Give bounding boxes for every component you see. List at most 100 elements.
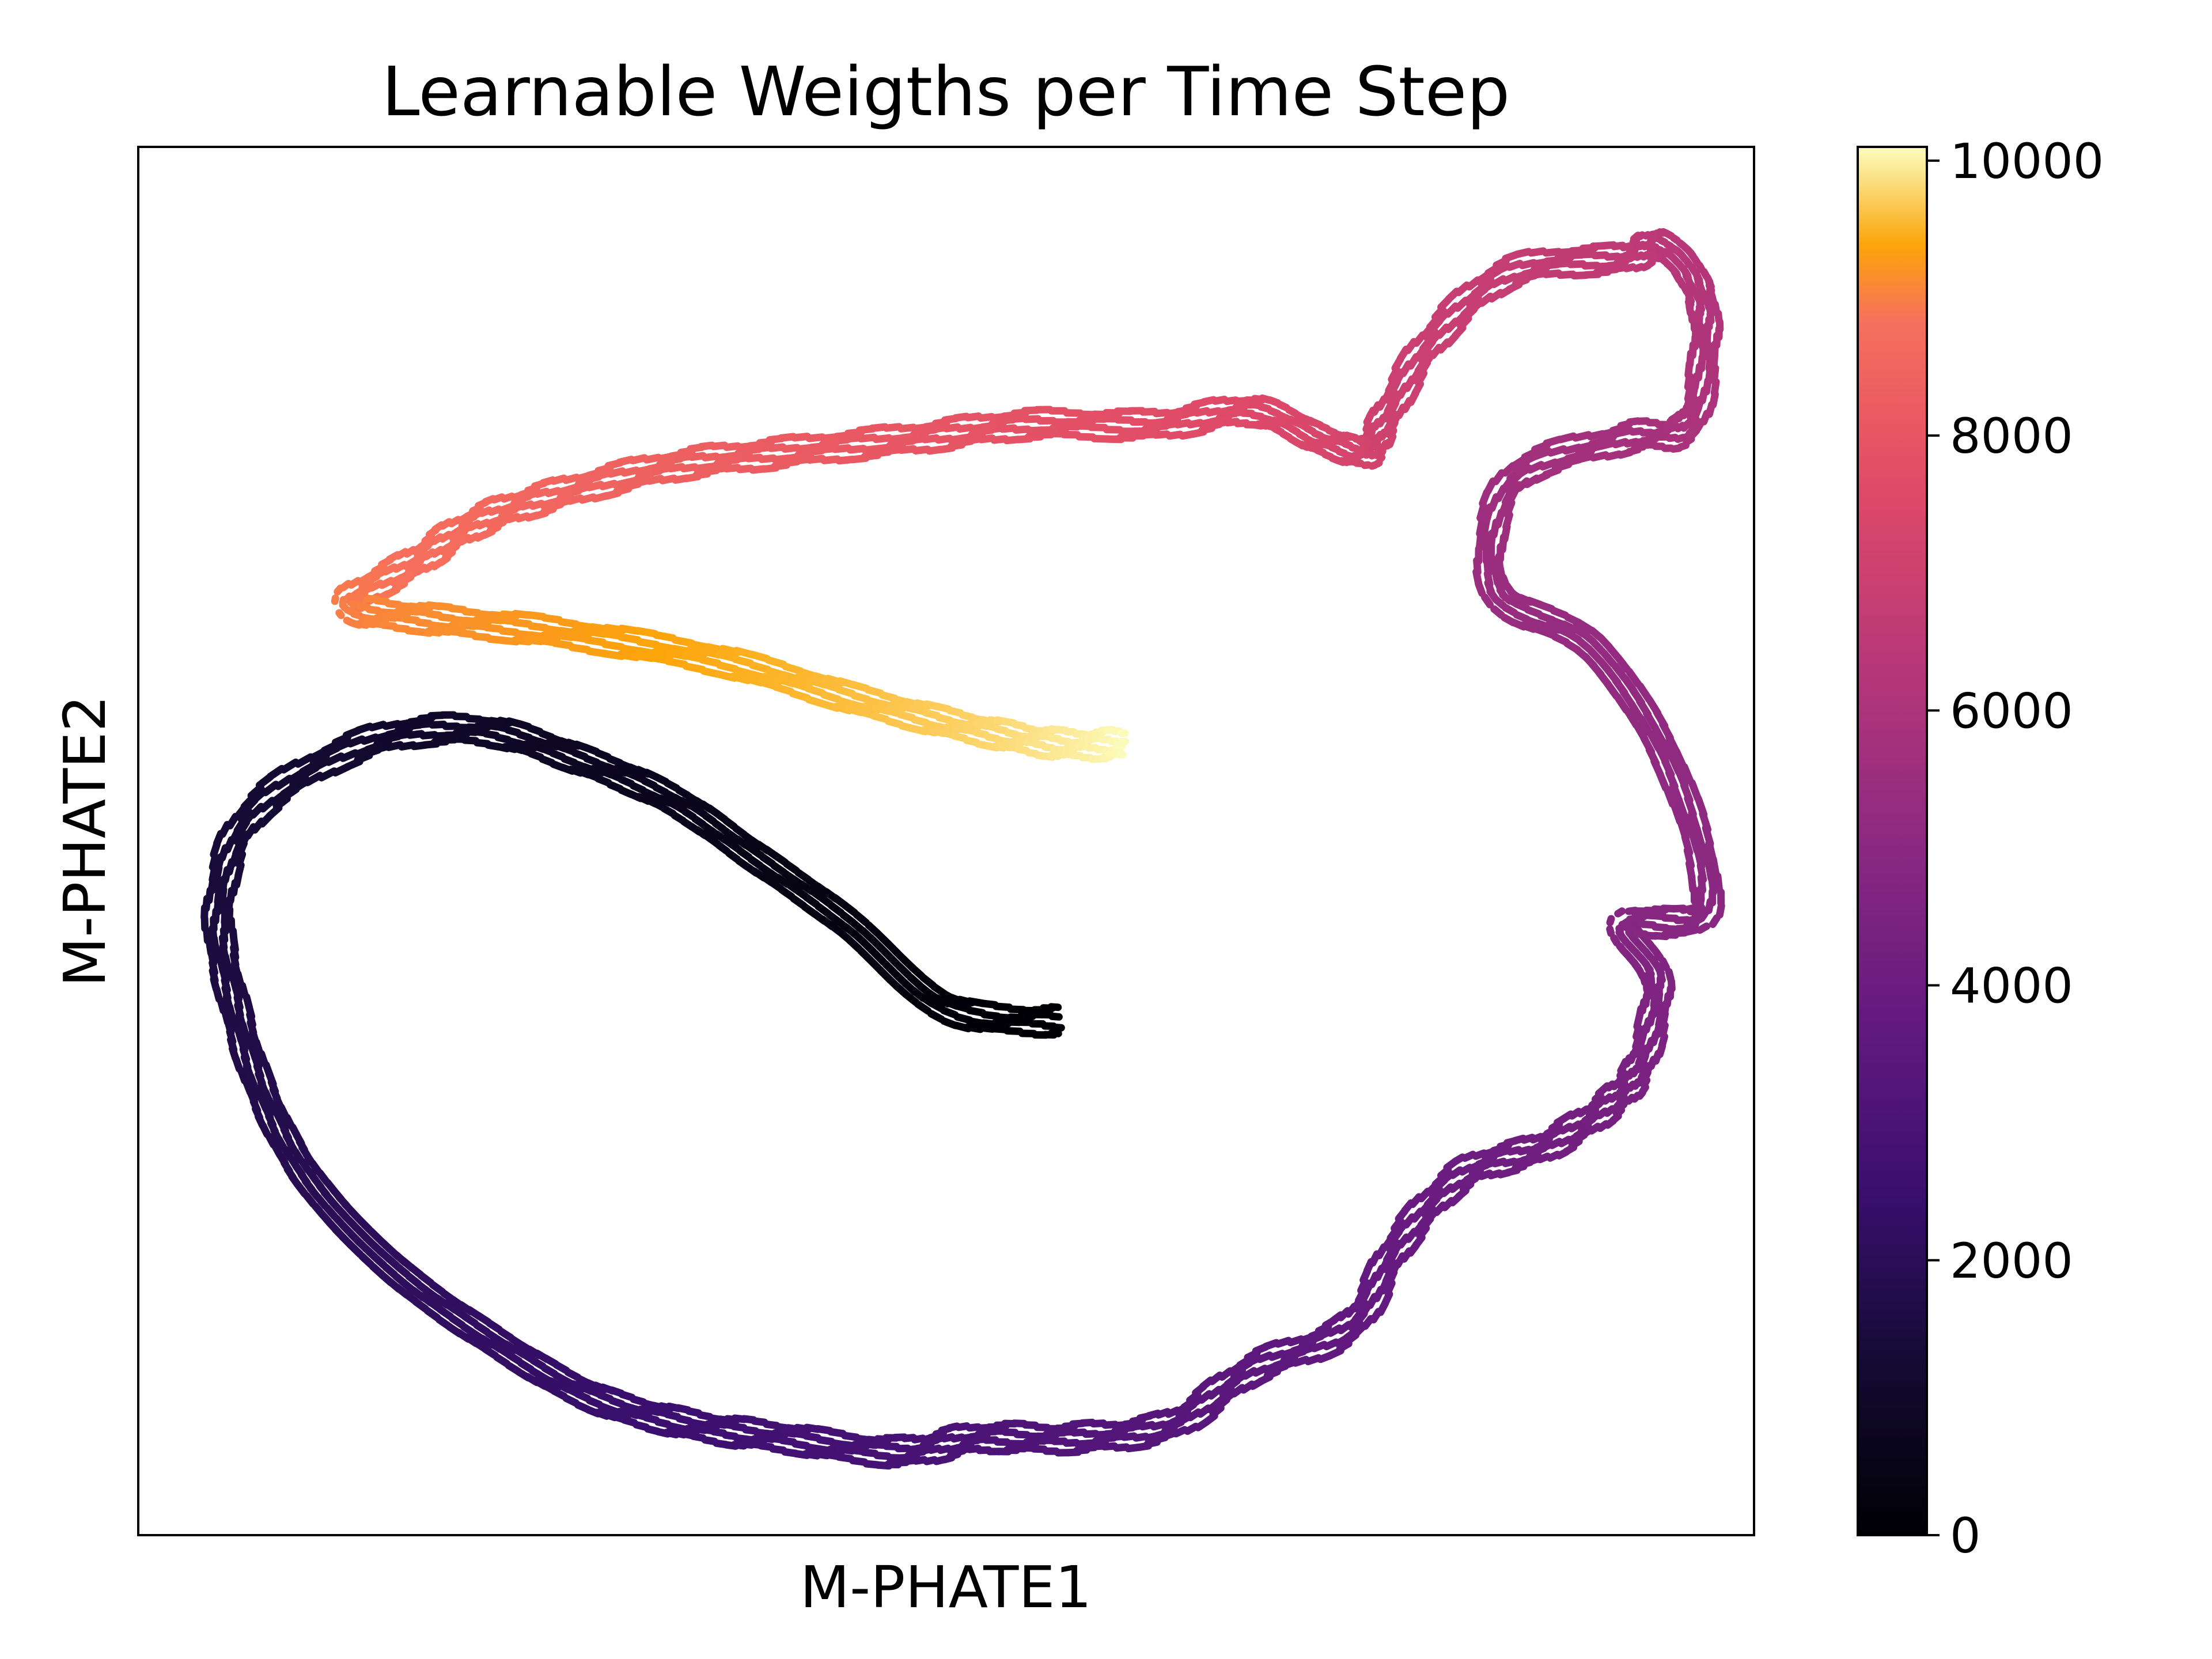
trajectory-segment: [802, 1432, 821, 1442]
trajectory-segment: [1325, 426, 1339, 437]
trajectory-segment: [1688, 427, 1700, 440]
trajectory-segment: [1025, 426, 1046, 435]
trajectory-segment: [846, 445, 868, 454]
trajectory-segment: [1186, 419, 1205, 429]
trajectory-segment: [629, 782, 647, 794]
trajectory-segment: [897, 423, 918, 433]
trajectory-segment: [1709, 914, 1721, 928]
trajectory-segment: [1014, 745, 1031, 755]
trajectory-segment: [381, 1263, 399, 1279]
trajectory-segment: [771, 454, 791, 464]
trajectory-segment: [1172, 1426, 1188, 1438]
trajectory-segment: [232, 1055, 243, 1073]
trajectory-segment: [1589, 451, 1609, 462]
trajectory-segment: [748, 650, 771, 662]
trajectory-segment: [402, 615, 421, 624]
trajectory-segment: [511, 619, 533, 628]
trajectory-segment: [309, 1160, 323, 1176]
trajectory-segment: [634, 627, 659, 638]
trajectory-segment: [200, 915, 209, 933]
trajectory-segment: [1688, 263, 1698, 275]
trajectory-segment: [1624, 941, 1638, 954]
trajectory-segment: [516, 730, 533, 741]
trajectory-segment: [436, 1305, 454, 1320]
trajectory-segment: [1368, 461, 1378, 470]
trajectory-segment: [664, 1411, 681, 1421]
trajectory-segment: [544, 487, 562, 497]
trajectory-segment: [654, 1418, 672, 1428]
trajectory-segment: [1647, 730, 1662, 752]
trajectory-segment: [1256, 1351, 1274, 1363]
trajectory-segment: [497, 1327, 515, 1342]
trajectory-segment: [483, 624, 504, 633]
trajectory-segment: [1138, 1421, 1156, 1431]
trajectory-segment: [912, 1456, 928, 1465]
trajectory-segment: [294, 1181, 309, 1198]
trajectory-segment: [1537, 612, 1556, 624]
trajectory-segment: [835, 685, 857, 698]
trajectory-segment: [652, 783, 669, 796]
trajectory-segment: [1700, 268, 1710, 281]
trajectory-segment: [1556, 432, 1577, 444]
trajectory-segment: [226, 1003, 236, 1021]
trajectory-segment: [529, 1357, 547, 1370]
trajectory-segment: [804, 684, 826, 697]
trajectory-segment: [925, 445, 945, 455]
trajectory-segment: [1476, 517, 1486, 537]
trajectory-segment: [382, 719, 402, 730]
trajectory-segment: [343, 606, 355, 616]
trajectory-segment: [1007, 1005, 1028, 1014]
trajectory-segment: [1676, 239, 1687, 249]
trajectory-segment: [209, 853, 219, 871]
trajectory-segment: [1606, 925, 1615, 937]
trajectory-segment: [895, 962, 912, 979]
trajectory-segment: [853, 911, 870, 927]
trajectory-segment: [302, 1192, 317, 1208]
trajectory-segment: [910, 715, 930, 726]
trajectory-segment: [794, 869, 812, 884]
trajectory-segment: [769, 1445, 787, 1455]
trajectory-segment: [1304, 1354, 1323, 1365]
trajectory-segment: [906, 973, 924, 990]
trajectory-segment: [1481, 593, 1494, 609]
trajectory-segment: [1705, 860, 1715, 882]
trajectory-segment: [643, 453, 662, 464]
trajectory-segment: [1636, 682, 1653, 703]
trajectory-segment: [583, 636, 607, 646]
trajectory-segment: [1501, 462, 1517, 477]
trajectory-segment: [1310, 1340, 1328, 1353]
trajectory-segment: [827, 902, 845, 917]
trajectory-segment: [881, 960, 899, 978]
trajectory-segment: [1642, 231, 1652, 240]
trajectory-segment: [646, 653, 671, 664]
trajectory-segment: [682, 662, 706, 673]
trajectory-segment: [1335, 448, 1349, 457]
trajectory-segment: [1070, 1428, 1088, 1437]
trajectory-segment: [857, 947, 874, 964]
trajectory-segment: [1475, 532, 1484, 552]
trajectory-segment: [1660, 738, 1675, 760]
trajectory-segment: [1606, 915, 1615, 926]
trajectory-segment: [764, 656, 787, 668]
trajectory-segment: [788, 679, 811, 691]
trajectory-segment: [238, 1021, 249, 1039]
trajectory-segment: [1461, 1150, 1477, 1162]
trajectory-segment: [789, 690, 811, 702]
trajectory-segment: [213, 876, 223, 894]
trajectory-segment: [213, 863, 223, 882]
trajectory-segment: [781, 444, 801, 453]
trajectory-segment: [473, 1321, 491, 1336]
trajectory-segment: [540, 614, 563, 624]
trajectory-segment: [980, 1010, 1002, 1020]
trajectory: [200, 228, 1725, 1470]
trajectory-segment: [835, 456, 857, 465]
trajectory-segment: [1465, 276, 1482, 291]
trajectory-segment: [419, 731, 439, 740]
trajectory-segment: [1599, 439, 1618, 450]
trajectory-segment: [1677, 818, 1690, 842]
trajectory-segment: [1683, 435, 1695, 446]
trajectory-segment: [1547, 445, 1568, 457]
trajectory-segment: [1633, 263, 1645, 272]
trajectory-segment: [1021, 1421, 1039, 1429]
trajectory-segment: [1665, 968, 1675, 983]
